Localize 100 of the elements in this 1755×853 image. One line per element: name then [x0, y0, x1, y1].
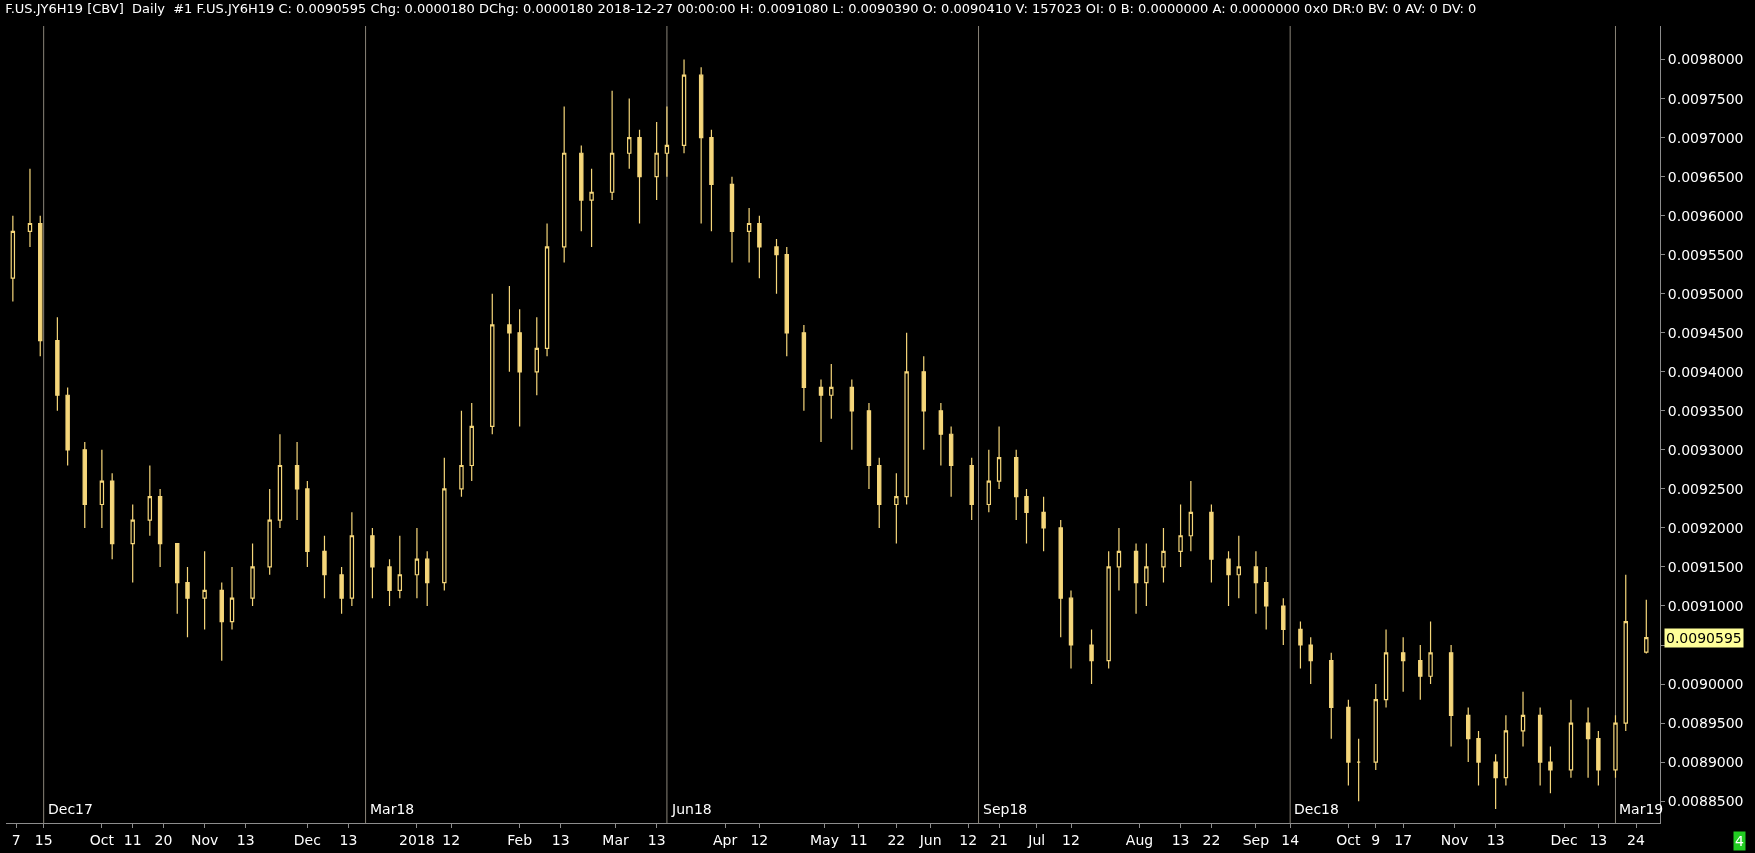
candlestick — [1089, 628, 1094, 685]
candlestick — [349, 511, 355, 607]
candlestick — [1133, 542, 1139, 615]
candlestick — [1308, 636, 1313, 685]
candlestick — [27, 168, 33, 248]
candlestick — [534, 316, 539, 396]
candlestick — [627, 98, 632, 170]
x-tick-label: Oct — [89, 831, 115, 848]
candlestick — [1041, 496, 1046, 552]
x-tick-label: 20 — [154, 831, 173, 848]
candlestick — [109, 472, 115, 560]
x-tick-label: 13 — [1486, 831, 1505, 848]
x-tick-label: 11 — [849, 831, 868, 848]
candlestick — [1209, 503, 1214, 584]
x-tick-label: 9 — [1371, 831, 1381, 848]
candlestick — [1466, 706, 1471, 763]
candlestick — [147, 464, 153, 537]
x-tick-label: Sep — [1242, 831, 1270, 848]
x-tick-label: 17 — [1394, 831, 1413, 848]
candlestick — [544, 222, 550, 357]
candlestick — [654, 121, 659, 201]
candlestick — [1298, 621, 1303, 670]
candlestick — [490, 293, 495, 435]
candlestick — [130, 503, 135, 584]
x-tick-label: 13 — [1589, 831, 1608, 848]
x-tick-label: May — [809, 831, 839, 848]
candlestick — [1520, 691, 1526, 748]
candlestick — [1236, 535, 1242, 599]
candlestick — [99, 449, 105, 529]
y-tick-label: 0.0095000 — [1667, 285, 1744, 302]
candlestick — [1644, 599, 1649, 655]
x-tick-label: Dec — [293, 831, 321, 848]
candlestick — [996, 425, 1002, 490]
candlestick — [82, 441, 87, 529]
ref-line-label: Mar18 — [370, 801, 415, 817]
candlestick — [229, 566, 235, 631]
candlestick — [1329, 652, 1334, 740]
x-tick-label: Jul — [1027, 831, 1046, 848]
x-tick-label: Apr — [713, 831, 738, 848]
candlestick — [38, 215, 43, 357]
x-tick-label: 13 — [236, 831, 255, 848]
candlestick — [250, 542, 255, 607]
y-tick-label: 0.0092000 — [1667, 519, 1744, 536]
candlestick — [339, 566, 344, 615]
candlestick — [1356, 738, 1361, 802]
x-tick-label: 7 — [11, 831, 21, 848]
x-tick-label: 22 — [1202, 831, 1221, 848]
y-tick-label: 0.0095500 — [1667, 246, 1744, 263]
candlestick — [938, 402, 944, 467]
candlestick — [561, 105, 567, 264]
x-tick-label: Oct — [1336, 831, 1361, 848]
x-tick-label: 12 — [1062, 831, 1080, 848]
candlestick — [1161, 527, 1166, 584]
candlestick — [1253, 550, 1259, 615]
candlestick — [424, 550, 430, 607]
candlestick — [1448, 644, 1454, 748]
x-tick-label: 15 — [34, 831, 53, 848]
x-tick-label: 13 — [551, 831, 570, 848]
candlestick — [1418, 644, 1423, 701]
candlestick — [397, 535, 403, 599]
candlestick — [1585, 706, 1591, 779]
candlestick — [387, 558, 392, 607]
candlestick — [637, 129, 642, 225]
ref-line-label: Jun18 — [671, 801, 712, 817]
candlestick — [1548, 745, 1553, 794]
x-tick-label: 24 — [1627, 831, 1646, 848]
x-tick-label: 12 — [442, 831, 461, 848]
x-tick-label: Nov — [190, 831, 219, 848]
candlestick — [55, 316, 60, 412]
x-tick-label: 14 — [1281, 831, 1300, 848]
candlestick — [986, 449, 992, 513]
y-tick-label: 0.0089500 — [1667, 714, 1744, 731]
candlestick — [277, 433, 283, 529]
x-tick-label: 13 — [647, 831, 666, 848]
candlestick — [894, 472, 899, 545]
x-tick-label: Dec — [1550, 831, 1578, 848]
x-tick-label: Mar — [602, 831, 629, 848]
candlestick — [1346, 699, 1351, 787]
candlestick — [1263, 566, 1269, 631]
candlestick — [322, 535, 327, 599]
candlestick — [1281, 597, 1286, 646]
x-tick-label: 13 — [339, 831, 358, 848]
candlestick — [849, 379, 855, 451]
candlestick — [746, 207, 752, 264]
candlestick — [370, 527, 375, 599]
y-tick-label: 0.0093000 — [1667, 441, 1744, 458]
y-tick-label: 0.0098000 — [1667, 51, 1744, 68]
ref-line-label: Dec18 — [1294, 801, 1339, 817]
candlestick — [709, 129, 714, 232]
candlestick — [784, 246, 789, 357]
y-tick-label: 0.0094000 — [1667, 363, 1744, 380]
x-tick-label: 21 — [990, 831, 1008, 848]
candlestick — [579, 144, 584, 232]
candlestick — [294, 441, 300, 521]
candlestick — [774, 238, 779, 295]
candlestick — [609, 90, 615, 201]
candlestick — [1068, 589, 1074, 670]
candlestick — [1188, 480, 1194, 552]
x-tick-label: Nov — [1440, 831, 1469, 848]
y-tick-label: 0.0088500 — [1667, 793, 1744, 810]
